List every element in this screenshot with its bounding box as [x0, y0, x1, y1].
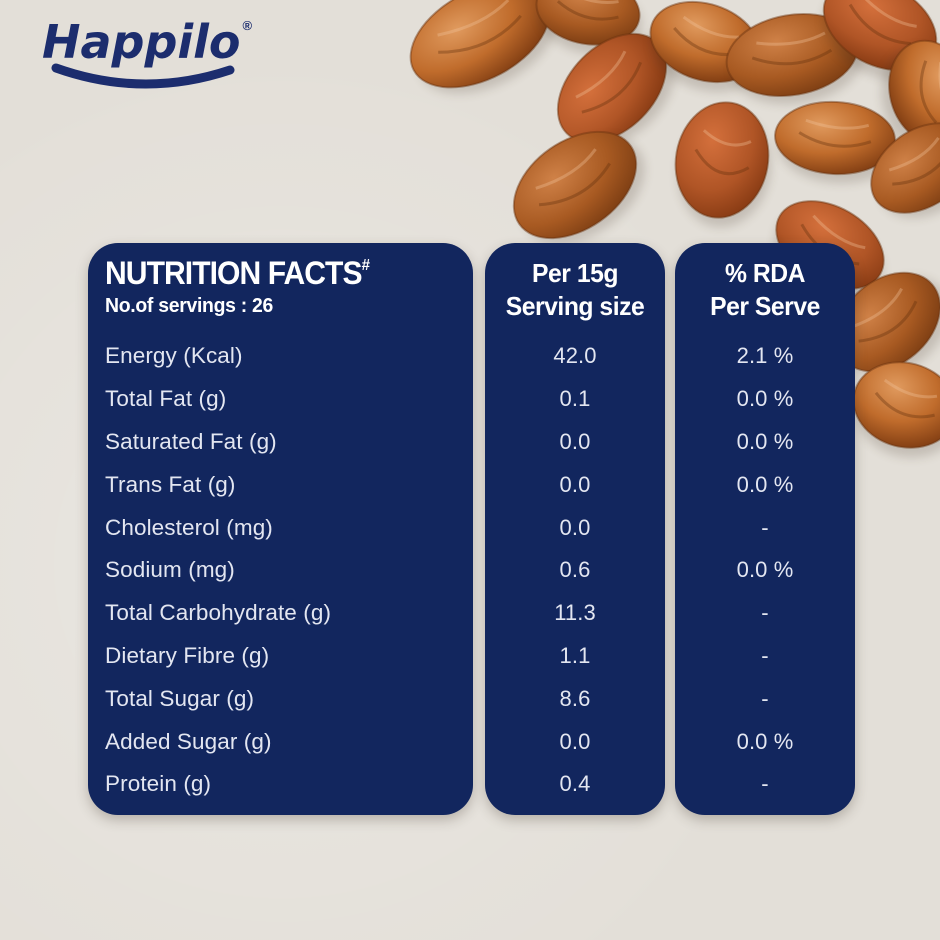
- rda-value: 0.0 %: [736, 428, 794, 454]
- nutrient-name: Sodium (mg): [105, 557, 235, 583]
- rda-value: 0.0 %: [736, 728, 794, 754]
- per-serving-panel: Per 15g Serving size 42.0 0.1 0.0 0.0 0.0 0.6…: [485, 243, 665, 815]
- per-serving-value: 0.1: [559, 386, 591, 412]
- nutrient-name-column: Energy (Kcal) Total Fat (g) Saturated Fat …: [88, 335, 473, 806]
- dates-cluster: [409, 0, 940, 458]
- rda-value: 2.1 %: [736, 343, 794, 369]
- nutrition-facts-title: NUTRITION FACTS#: [105, 255, 436, 291]
- per-serving-value: 0.0: [559, 428, 591, 454]
- nutrient-name: Total Fat (g): [105, 386, 227, 412]
- per-serving-value: 0.0: [559, 471, 591, 497]
- rda-panel: % RDA Per Serve 2.1 % 0.0 % 0.0 % 0.0 % - 0.0…: [675, 243, 855, 815]
- per-serving-value: 0.0: [559, 728, 591, 754]
- rda-value: -: [761, 685, 769, 711]
- nutrient-name: Added Sugar (g): [105, 728, 272, 754]
- rda-value: -: [761, 600, 769, 626]
- nutrient-name: Energy (Kcal): [105, 343, 243, 369]
- registered-mark-icon: ®: [242, 18, 253, 33]
- per-serving-header: Per 15g Serving size: [490, 257, 661, 323]
- nutrition-facts-panel: NUTRITION FACTS# No.of servings : 26 Ene…: [88, 243, 473, 815]
- rda-header-line2: Per Serve: [710, 291, 820, 321]
- per-serving-value: 11.3: [554, 600, 596, 626]
- title-footnote-mark: #: [361, 257, 370, 274]
- nutrient-name: Total Sugar (g): [105, 685, 255, 711]
- nutrient-name: Dietary Fibre (g): [105, 642, 270, 668]
- per-serving-value: 8.6: [559, 685, 591, 711]
- rda-value: -: [761, 642, 769, 668]
- per-serving-value: 0.4: [559, 771, 591, 797]
- per-serving-header-line2: Serving size: [505, 291, 645, 321]
- nutrition-facts-title-text: NUTRITION FACTS: [105, 255, 363, 291]
- rda-header-line1: % RDA: [725, 258, 805, 288]
- brand-logo: Happilo ®: [42, 18, 257, 95]
- per-serving-value: 0.6: [559, 557, 591, 583]
- rda-value: -: [761, 514, 769, 540]
- brand-name: Happilo: [42, 15, 241, 69]
- per-serving-value: 1.1: [559, 642, 591, 668]
- rda-value: -: [761, 771, 769, 797]
- rda-header: % RDA Per Serve: [680, 257, 851, 323]
- nutrient-name: Total Carbohydrate (g): [105, 600, 332, 626]
- per-serving-value: 0.0: [559, 514, 591, 540]
- per-serving-column: 42.0 0.1 0.0 0.0 0.0 0.6 11.3 1.1 8.6 0.0 0.4: [485, 335, 665, 806]
- rda-value: 0.0 %: [736, 557, 794, 583]
- nutrient-name: Saturated Fat (g): [105, 428, 277, 454]
- nutrient-name: Protein (g): [105, 771, 212, 797]
- rda-value: 0.0 %: [736, 386, 794, 412]
- per-serving-header-line1: Per 15g: [532, 258, 618, 288]
- logo-smile-swoosh-icon: [51, 63, 235, 89]
- nutrient-name: Trans Fat (g): [105, 471, 236, 497]
- nutrient-name: Cholesterol (mg): [105, 514, 273, 540]
- rda-column: 2.1 % 0.0 % 0.0 % 0.0 % - 0.0 % - - - 0.0 % -: [675, 335, 855, 806]
- per-serving-value: 42.0: [553, 343, 597, 369]
- rda-value: 0.0 %: [736, 471, 794, 497]
- servings-count: No.of servings : 26: [105, 294, 274, 317]
